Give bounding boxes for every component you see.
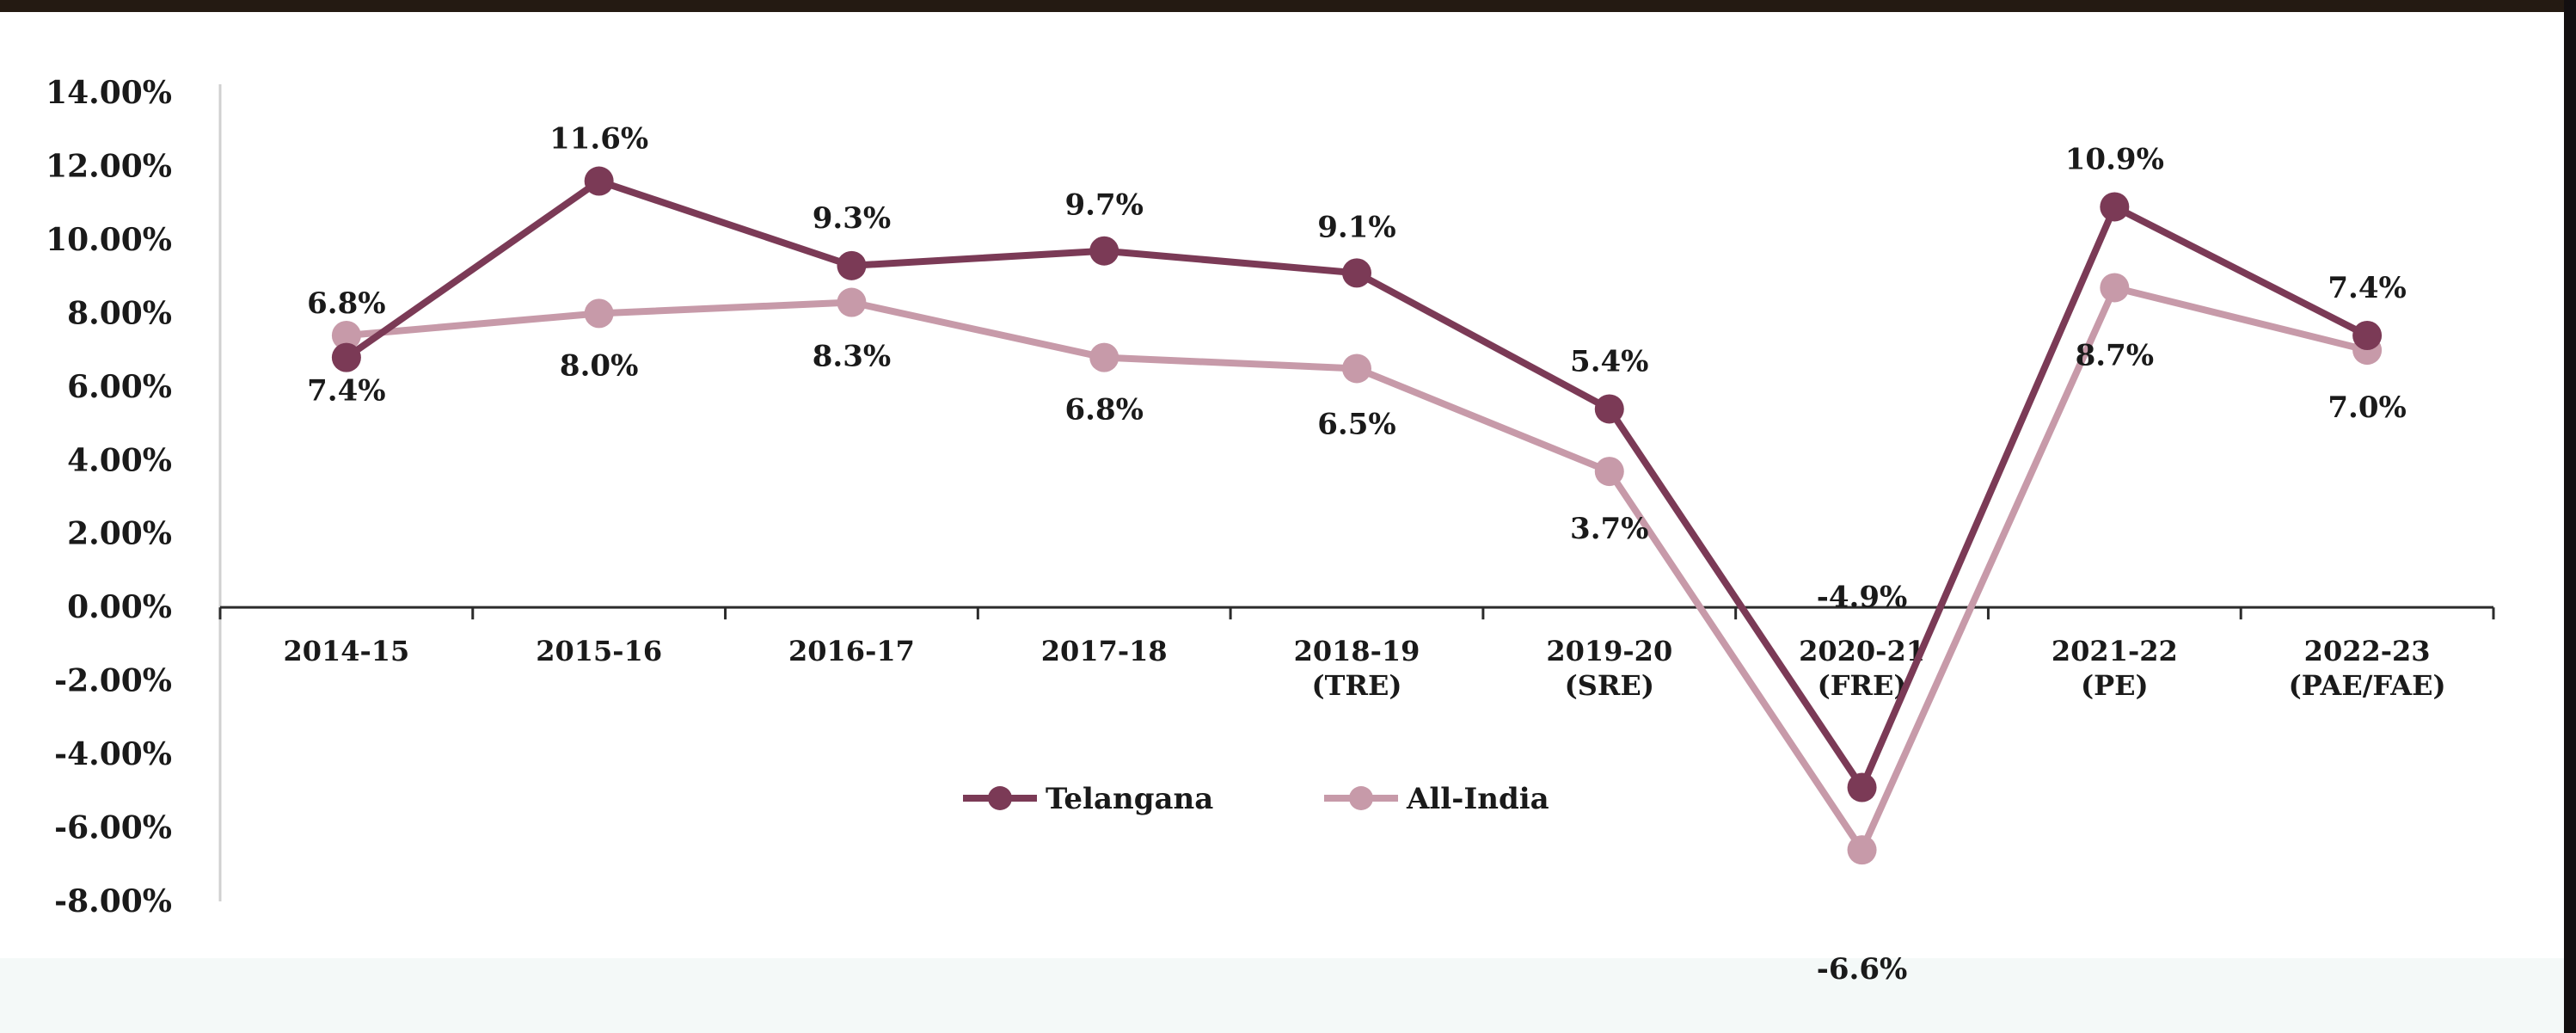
all-india-data-label: 6.8% [1064, 393, 1143, 427]
telangana-data-label: 7.4% [2328, 271, 2406, 305]
y-tick-label: 2.00% [67, 516, 172, 552]
all-india-data-label: 3.7% [1570, 512, 1648, 546]
all-india-marker [837, 287, 867, 317]
all-india-marker [2100, 273, 2130, 303]
telangana-marker [331, 342, 361, 372]
y-tick-label: -6.00% [54, 810, 172, 846]
category-label: 2014-15 [283, 635, 409, 667]
category-label: (PE) [2081, 669, 2149, 702]
plot-panel [0, 12, 2564, 958]
all-india-marker [1594, 457, 1624, 487]
telangana-marker [1847, 772, 1877, 802]
y-tick-label: -8.00% [54, 883, 172, 919]
category-label: 2017-18 [1041, 635, 1168, 667]
category-label: (FRE) [1818, 669, 1907, 702]
category-label: (PAE/FAE) [2289, 669, 2446, 702]
telangana-data-label: 7.4% [307, 374, 385, 409]
all-india-marker [331, 321, 361, 350]
y-tick-label: 8.00% [67, 295, 172, 331]
category-label: 2019-20 [1546, 635, 1672, 667]
all-india-data-label: 6.5% [1317, 407, 1395, 441]
telangana-data-label: 9.1% [1317, 210, 1395, 244]
y-tick-label: 6.00% [67, 369, 172, 405]
all-india-marker [1089, 342, 1119, 372]
telangana-marker [2352, 321, 2383, 350]
all-india-data-label: -6.6% [1817, 952, 1908, 987]
all-india-data-label: 8.3% [813, 340, 891, 374]
all-india-data-label: 8.7% [2076, 338, 2154, 372]
telangana-data-label: -4.9% [1817, 581, 1908, 615]
telangana-marker [837, 250, 867, 280]
telangana-marker [1342, 258, 1371, 288]
y-tick-label: 0.00% [67, 589, 172, 625]
legend-all-india-marker [1349, 786, 1373, 810]
legend-telangana-label: Telangana [1046, 782, 1213, 816]
telangana-data-label: 11.6% [549, 122, 648, 157]
telangana-marker [1594, 394, 1624, 424]
y-tick-label: 4.00% [67, 442, 172, 478]
category-label: 2022-23 [2304, 635, 2431, 667]
category-label: 2021-22 [2052, 635, 2178, 667]
telangana-marker [1089, 236, 1119, 266]
category-label: 2015-16 [536, 635, 662, 667]
legend-all-india-label: All-India [1406, 782, 1549, 816]
y-tick-label: -4.00% [54, 736, 172, 772]
y-tick-label: -2.00% [54, 663, 172, 699]
telangana-data-label: 9.7% [1064, 188, 1143, 223]
telangana-data-label: 10.9% [2065, 142, 2164, 176]
telangana-data-label: 5.4% [1570, 344, 1648, 378]
all-india-data-label: 6.8% [307, 286, 385, 321]
category-label: (SRE) [1565, 669, 1654, 702]
y-tick-label: 12.00% [46, 148, 172, 184]
telangana-marker [2100, 192, 2130, 222]
all-india-marker [584, 298, 614, 329]
category-label: 2020-21 [1799, 635, 1925, 667]
telangana-marker [584, 166, 614, 196]
right-border-band [2564, 0, 2576, 1033]
category-label: 2018-19 [1294, 635, 1420, 667]
top-border-band [0, 0, 2576, 12]
all-india-marker [1847, 835, 1877, 865]
telangana-data-label: 9.3% [813, 201, 891, 236]
category-label: (TRE) [1311, 669, 1401, 702]
y-tick-label: 10.00% [46, 222, 172, 258]
legend-telangana-marker [988, 786, 1012, 810]
y-tick-label: 14.00% [46, 75, 172, 111]
all-india-marker [1342, 354, 1371, 384]
category-label: 2016-17 [788, 635, 915, 667]
all-india-data-label: 7.0% [2328, 390, 2406, 425]
all-india-data-label: 8.0% [560, 348, 638, 383]
